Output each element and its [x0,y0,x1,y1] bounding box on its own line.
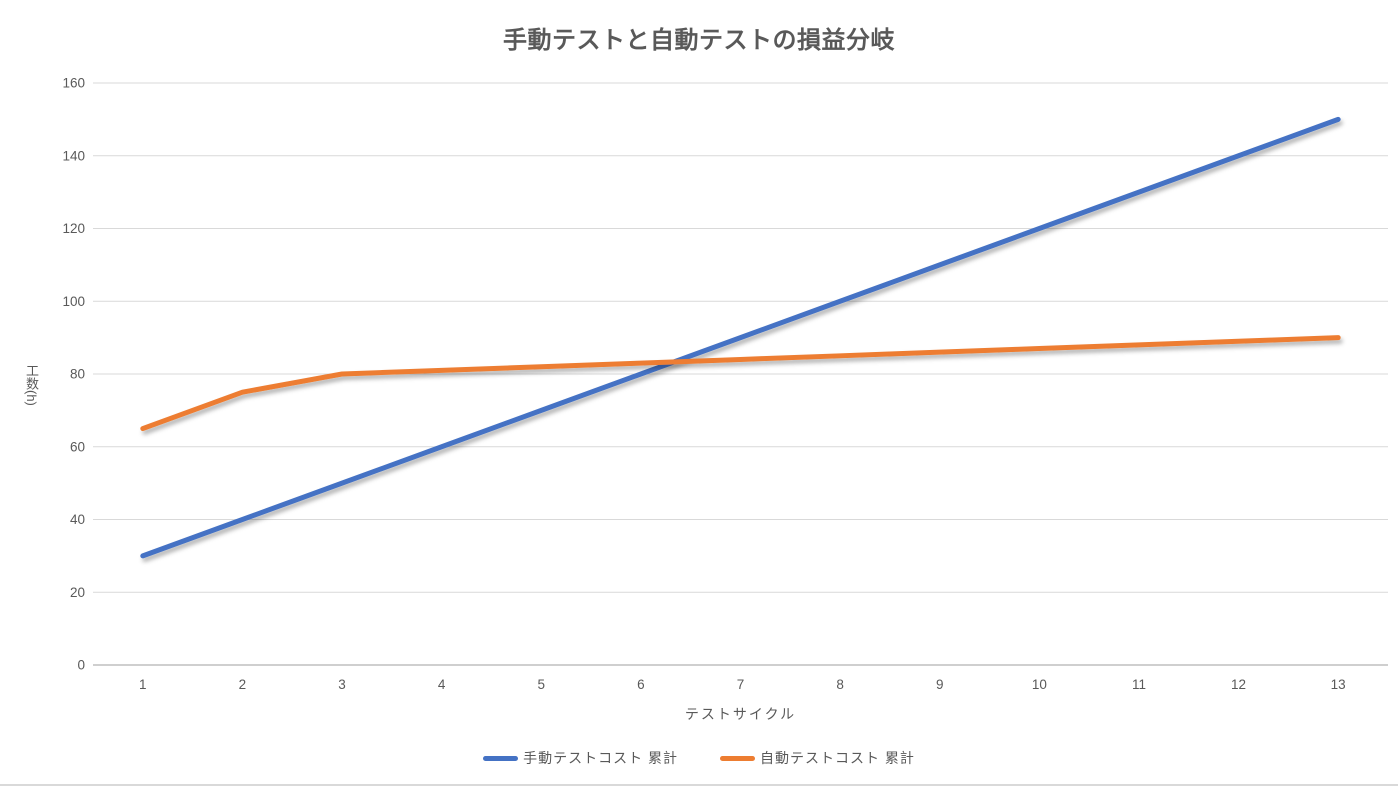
x-tick-label: 3 [338,677,346,692]
x-tick-label: 6 [637,677,645,692]
y-tick-label: 160 [62,76,85,91]
legend-marker-auto-icon [720,755,755,761]
y-axis-tick-labels: 0 20 40 60 80 100 120 140 160 [62,76,85,673]
legend-label-auto: 自動テストコスト 累計 [760,750,915,766]
y-tick-label: 140 [62,148,85,163]
x-tick-label: 9 [936,677,944,692]
legend-item-auto: 自動テストコスト 累計 [720,748,915,768]
x-tick-label: 1 [139,677,147,692]
x-tick-label: 2 [239,677,247,692]
x-tick-label: 10 [1032,677,1047,692]
series-line-0 [140,116,1341,559]
bottom-divider [0,784,1398,786]
x-tick-label: 7 [737,677,745,692]
series-line-1 [140,335,1341,432]
gridlines [93,82,1388,666]
x-tick-label: 12 [1231,677,1246,692]
x-tick-label: 13 [1331,677,1346,692]
y-tick-label: 120 [62,221,85,236]
y-tick-label: 100 [62,294,85,309]
y-tick-label: 40 [70,512,85,527]
x-axis-tick-labels: 1 2 3 4 5 6 7 8 9 10 11 12 13 [139,677,1346,692]
y-tick-label: 0 [77,658,85,673]
y-tick-label: 20 [70,585,85,600]
x-axis-title: テストサイクル [684,706,797,722]
legend-marker-manual-icon [483,755,519,761]
y-axis-title: 工数(h) [24,364,39,406]
legend-item-manual: 手動テストコスト 累計 [483,748,678,768]
series-lines [140,116,1341,559]
x-tick-label: 5 [538,677,546,692]
y-tick-label: 80 [70,367,85,382]
x-tick-label: 11 [1132,677,1146,692]
legend-label-manual: 手動テストコスト 累計 [523,750,678,766]
x-tick-label: 4 [438,677,446,692]
x-tick-label: 8 [836,677,844,692]
y-tick-label: 60 [70,439,85,454]
chart-title: 手動テストと自動テストの損益分岐 [503,27,895,54]
legend: 手動テストコスト 累計 自動テストコスト 累計 [0,748,1398,768]
